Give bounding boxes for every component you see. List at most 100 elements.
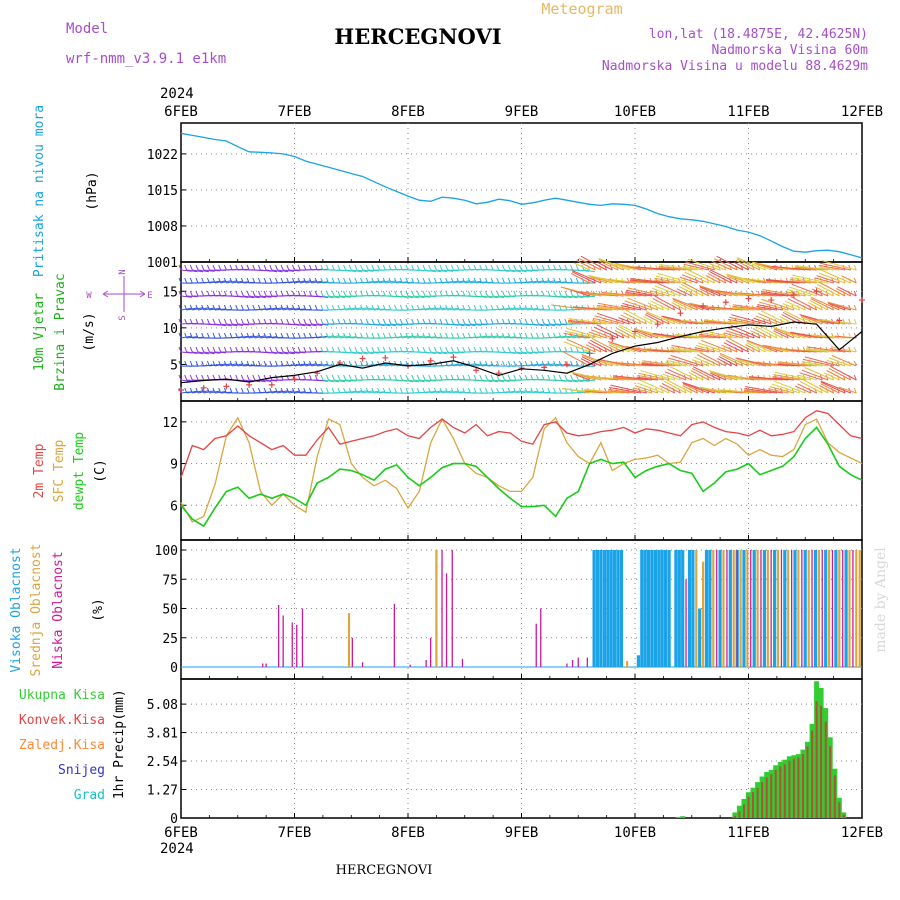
cloud-bar bbox=[540, 608, 542, 667]
wind-barb bbox=[626, 289, 658, 297]
wind-barb-flag bbox=[564, 346, 568, 353]
wind-barb-flag bbox=[513, 318, 517, 325]
wind-barb-flag bbox=[246, 304, 250, 311]
gust-marker bbox=[359, 355, 366, 362]
station-title: HERCEGNOVI bbox=[334, 24, 501, 49]
cloud-bar bbox=[657, 550, 661, 667]
wind-barb-flag bbox=[275, 277, 278, 284]
wind-barb-flag bbox=[337, 277, 341, 284]
cloud-bar bbox=[716, 550, 718, 667]
wind-barb-flag bbox=[575, 277, 579, 284]
wind-barb bbox=[819, 385, 834, 394]
wind-barb bbox=[351, 269, 363, 273]
wind-barb-flag bbox=[655, 290, 659, 297]
wind-barb-flag bbox=[530, 277, 534, 284]
precip-conv-bar bbox=[806, 746, 809, 818]
y-tick-label: 10 bbox=[162, 322, 178, 337]
wind-barb-flag bbox=[246, 290, 250, 297]
cloud-bar bbox=[445, 573, 448, 667]
wind-barb bbox=[585, 344, 602, 353]
precip-conv-bar bbox=[783, 764, 786, 818]
wind-barb-flag bbox=[394, 304, 398, 311]
precip-panel: Ukupna Kisa Konvek.Kisa Zaledj.Kisa Snij… bbox=[19, 681, 847, 827]
wind-barb-flag bbox=[292, 318, 295, 325]
y-tick-label: 3.81 bbox=[147, 727, 178, 742]
wind-barb bbox=[459, 323, 470, 327]
cloud-bar bbox=[687, 550, 692, 667]
temperature-panel: 2m Temp SFC Temp dewpt Temp (C) 12 9 6 bbox=[32, 410, 863, 528]
wind-barb bbox=[666, 360, 692, 367]
wind-barb-flag bbox=[331, 277, 335, 284]
wind-barb bbox=[824, 372, 840, 381]
bottom-date-label: 6FEB bbox=[164, 825, 198, 841]
wind-barb-flag bbox=[246, 374, 250, 381]
wind-barb bbox=[819, 262, 851, 271]
wind-barb-flag bbox=[218, 277, 222, 284]
gust-marker bbox=[473, 367, 480, 374]
wind-barb-flag bbox=[365, 346, 369, 353]
precip-ylabel: 1hr Precip bbox=[112, 721, 127, 799]
wind-barb bbox=[679, 276, 698, 284]
wind-barb-flag bbox=[462, 346, 466, 353]
wind-barb-flag bbox=[462, 277, 466, 284]
wind-barb bbox=[668, 357, 698, 367]
wind-barb bbox=[789, 280, 811, 284]
wind-barb bbox=[334, 295, 346, 299]
wind-barb bbox=[580, 358, 596, 367]
wind-barb bbox=[735, 260, 755, 271]
cloud-bar bbox=[681, 550, 685, 667]
wind-barb bbox=[757, 304, 783, 311]
wind-barb bbox=[424, 379, 437, 382]
wind-barb-flag bbox=[201, 318, 205, 325]
wind-barb-flag bbox=[473, 374, 477, 381]
wind-barb-flag bbox=[257, 360, 261, 367]
wind-barb-flag bbox=[507, 318, 511, 325]
wind-barb-flag bbox=[178, 304, 182, 311]
wind-barb bbox=[396, 323, 408, 326]
wind-barb-flag bbox=[257, 304, 261, 311]
wind-barb bbox=[828, 367, 851, 381]
wind-barb-flag bbox=[343, 290, 347, 297]
wind-barb bbox=[809, 299, 829, 311]
wind-barb-flag bbox=[445, 290, 449, 297]
wind-barb bbox=[797, 374, 817, 381]
wind-barb bbox=[636, 329, 658, 339]
wind-barb-flag bbox=[240, 318, 244, 325]
wind-barb-flag bbox=[547, 360, 551, 367]
wind-barb-flag bbox=[547, 332, 551, 339]
wind-barb-flag bbox=[502, 346, 505, 353]
wind-barb-flag bbox=[303, 318, 307, 325]
wind-barb-flag bbox=[382, 387, 386, 394]
wind-barb-flag bbox=[689, 387, 693, 394]
wind-tick-labels: 15 10 5 bbox=[162, 285, 186, 373]
wind-barb bbox=[691, 359, 709, 367]
y-tick-label: 25 bbox=[162, 632, 178, 647]
wind-barb-flag bbox=[394, 374, 398, 381]
wind-barb bbox=[186, 269, 198, 273]
wind-barb-flag bbox=[502, 332, 505, 339]
wind-barb-flag bbox=[411, 264, 415, 271]
cloud-bar bbox=[838, 550, 841, 667]
wind-barb bbox=[638, 372, 670, 381]
wind-barb-flag bbox=[252, 277, 256, 284]
wind-barb-flag bbox=[558, 290, 562, 297]
wind-barb-flag bbox=[212, 332, 216, 339]
wind-barb bbox=[515, 351, 527, 355]
wind-barb bbox=[368, 323, 380, 326]
wind-barb-flag bbox=[371, 387, 375, 394]
wind-barb bbox=[373, 323, 385, 327]
wind-barb-flag bbox=[206, 360, 210, 367]
wind-barb-flag bbox=[416, 374, 420, 381]
wind-barb-flag bbox=[558, 346, 562, 353]
wind-barb bbox=[749, 376, 783, 381]
top-date-labels: 6FEB 7FEB 8FEB 9FEB 10FEB 11FEB 12FEB bbox=[164, 104, 883, 120]
wind-barb-flag bbox=[445, 304, 449, 311]
wind-barb-flag bbox=[541, 277, 545, 284]
wind-barb-flag bbox=[360, 277, 364, 284]
wind-barb bbox=[675, 334, 709, 339]
cloud-bar bbox=[698, 608, 702, 667]
wind-barb bbox=[591, 319, 613, 325]
wind-barb-flag bbox=[235, 304, 239, 311]
gust-marker bbox=[677, 310, 684, 317]
wind-barb bbox=[721, 344, 738, 353]
